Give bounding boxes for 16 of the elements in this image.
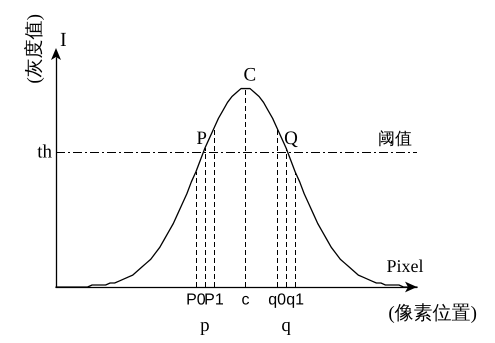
x-tick-label: p — [200, 315, 210, 336]
x-tick-label: q0 — [268, 292, 286, 308]
x-tick-label: P0 — [186, 292, 206, 308]
x-tick-label: q1 — [286, 292, 304, 308]
text: (灰度值) — [23, 14, 45, 84]
text: (像素位置) — [388, 303, 477, 324]
y-axis-title: I — [60, 29, 67, 51]
annotation: C — [244, 64, 256, 86]
text: th — [37, 142, 52, 163]
x-tick-label: c — [242, 292, 250, 308]
x-tick-label: q — [281, 315, 292, 336]
x-axis-title: Pixel — [386, 256, 424, 276]
annotation: Q — [284, 128, 298, 150]
annotation: P — [196, 128, 207, 150]
ref-line-label: 阈值 — [378, 129, 412, 148]
x-tick-label: P1 — [204, 292, 224, 308]
